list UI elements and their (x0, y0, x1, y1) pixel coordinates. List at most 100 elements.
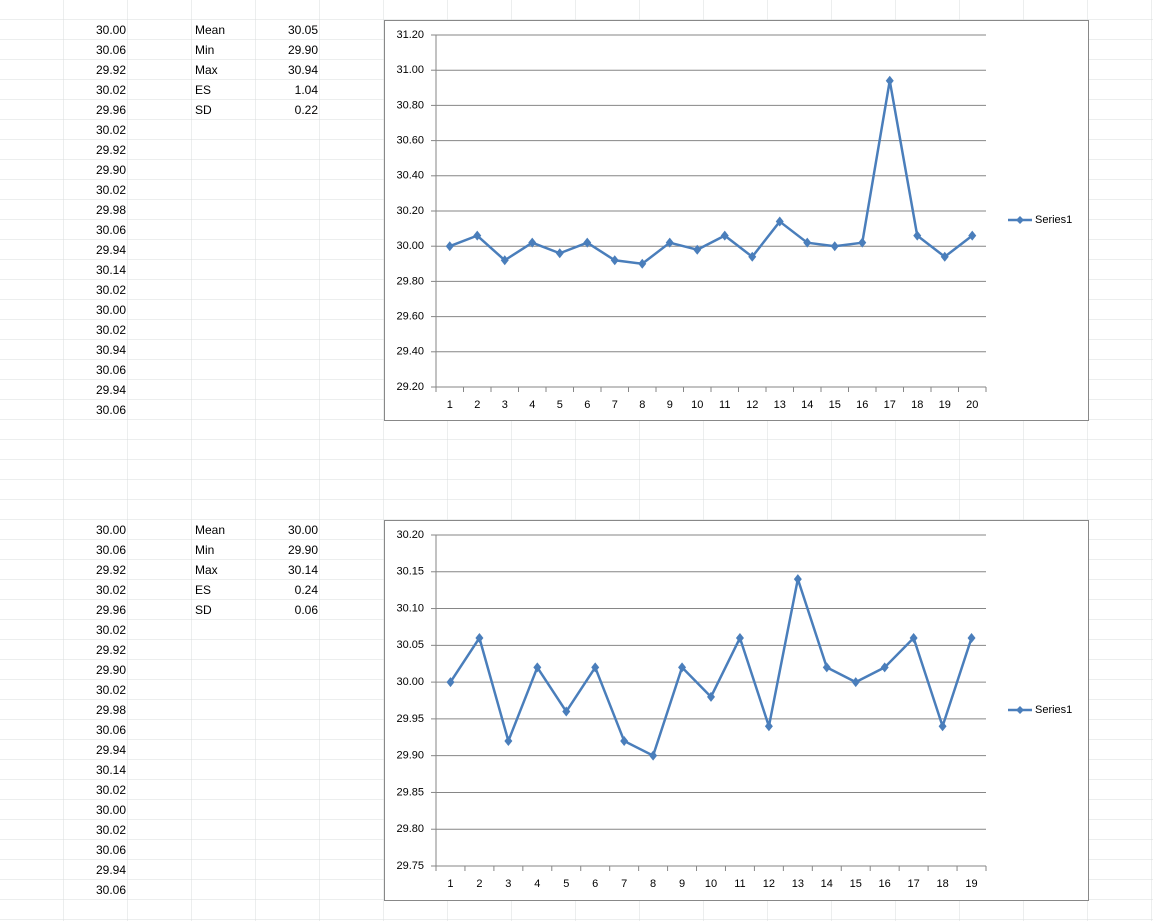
data-point (858, 237, 867, 248)
y-tick-label: 30.10 (396, 602, 424, 614)
x-tick-label: 1 (447, 878, 453, 890)
series-line (449, 79, 974, 266)
x-tick-label: 3 (502, 399, 508, 411)
stat-label: Max (195, 63, 218, 77)
y-tick-label: 30.05 (396, 639, 424, 651)
cell-value: 30.02 (96, 783, 126, 797)
cell-value: 30.06 (96, 403, 126, 417)
cell-value: 30.06 (96, 843, 126, 857)
cell-value: 29.92 (96, 643, 126, 657)
x-tick-label: 15 (850, 878, 862, 890)
stat-value: 30.05 (288, 23, 318, 37)
y-tick-label: 30.15 (396, 566, 424, 578)
cell-value: 30.06 (96, 363, 126, 377)
x-tick-label: 1 (447, 399, 453, 411)
cell-value: 29.94 (96, 243, 126, 257)
cell-value: 30.02 (96, 283, 126, 297)
data-point (851, 677, 860, 688)
y-tick-label: 30.80 (396, 99, 424, 111)
x-tick-label: 7 (621, 878, 627, 890)
y-tick-label: 29.40 (396, 346, 424, 358)
y-tick-label: 30.40 (396, 170, 424, 182)
cell-value: 30.06 (96, 883, 126, 897)
y-tick-label: 30.00 (396, 676, 424, 688)
x-tick-label: 11 (734, 878, 745, 890)
y-tick-label: 29.80 (396, 275, 424, 287)
x-tick-label: 8 (650, 878, 656, 890)
data-point (720, 230, 729, 241)
x-tick-label: 6 (592, 878, 598, 890)
data-point (445, 241, 454, 252)
x-tick-label: 9 (667, 399, 673, 411)
data-point (446, 677, 455, 688)
cell-value: 30.06 (96, 43, 126, 57)
cell-value: 30.06 (96, 223, 126, 237)
data-point (885, 75, 894, 86)
chart-area (384, 520, 1089, 901)
stat-label: Mean (195, 523, 225, 537)
cell-value: 29.90 (96, 663, 126, 677)
x-tick-label: 10 (691, 399, 703, 411)
data-point (504, 735, 513, 746)
cell-value: 30.02 (96, 623, 126, 637)
data-point (583, 237, 592, 248)
y-tick-label: 29.80 (396, 823, 424, 835)
x-tick-label: 14 (821, 878, 833, 890)
x-tick-label: 17 (884, 399, 896, 411)
cell-value: 30.02 (96, 183, 126, 197)
x-tick-label: 18 (911, 399, 923, 411)
stat-value: 30.14 (288, 563, 318, 577)
data-point (620, 735, 629, 746)
data-point (909, 632, 918, 643)
stat-label: SD (195, 603, 212, 617)
data-point (473, 230, 482, 241)
x-tick-label: 2 (476, 878, 482, 890)
cell-value: 30.02 (96, 123, 126, 137)
cell-value: 30.02 (96, 583, 126, 597)
x-tick-label: 19 (965, 878, 977, 890)
x-tick-label: 6 (584, 399, 590, 411)
cell-value: 29.96 (96, 603, 126, 617)
cell-value: 30.02 (96, 683, 126, 697)
data-point (591, 662, 600, 673)
data-point (610, 255, 619, 266)
data-point (748, 251, 757, 262)
stat-label: ES (195, 83, 211, 97)
stat-value: 29.90 (288, 543, 318, 557)
x-tick-label: 15 (829, 399, 841, 411)
cell-value: 29.96 (96, 103, 126, 117)
y-tick-label: 29.90 (396, 750, 424, 762)
chart-area (384, 20, 1089, 421)
cell-value: 29.94 (96, 743, 126, 757)
x-tick-label: 5 (563, 878, 569, 890)
cell-value: 30.00 (96, 23, 126, 37)
cell-value: 30.06 (96, 543, 126, 557)
y-tick-label: 31.20 (396, 29, 424, 41)
legend-label: Series1 (1035, 214, 1072, 226)
stat-value: 0.06 (295, 603, 319, 617)
stat-value: 0.22 (295, 103, 319, 117)
cell-value: 30.14 (96, 263, 126, 277)
y-tick-label: 30.00 (396, 240, 424, 252)
data-point (880, 662, 889, 673)
y-tick-label: 31.00 (396, 64, 424, 76)
data-point (913, 230, 922, 241)
x-tick-label: 9 (679, 878, 685, 890)
x-tick-label: 4 (534, 878, 540, 890)
data-point (830, 241, 839, 252)
x-tick-label: 5 (557, 399, 563, 411)
cell-value: 29.92 (96, 563, 126, 577)
cell-value: 29.92 (96, 143, 126, 157)
cell-value: 29.92 (96, 63, 126, 77)
data-point (938, 721, 947, 732)
data-point (967, 632, 976, 643)
cell-value: 29.94 (96, 863, 126, 877)
y-tick-label: 29.60 (396, 311, 424, 323)
legend-label: Series1 (1035, 704, 1072, 716)
x-tick-label: 20 (966, 399, 978, 411)
data-point (649, 750, 658, 761)
y-tick-label: 29.20 (396, 381, 424, 393)
x-tick-label: 17 (908, 878, 920, 890)
